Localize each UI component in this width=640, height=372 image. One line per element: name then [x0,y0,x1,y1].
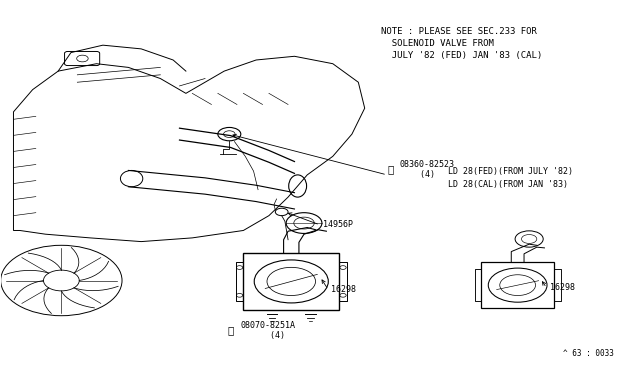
FancyArrowPatch shape [322,280,327,288]
Text: 14956P: 14956P [323,221,353,230]
Bar [243,253,339,310]
FancyArrowPatch shape [543,282,546,286]
Bar [481,262,554,308]
Text: 16298: 16298 [550,283,575,292]
Text: 08070-8251A
      (4): 08070-8251A (4) [240,321,295,340]
Text: Ⓑ: Ⓑ [227,326,234,336]
FancyArrowPatch shape [289,213,317,224]
Text: 16298: 16298 [332,285,356,294]
Text: 08360-82523
    (4): 08360-82523 (4) [400,160,455,179]
Text: LD 28(FED)(FROM JULY '82)
LD 28(CAL)(FROM JAN '83): LD 28(FED)(FROM JULY '82) LD 28(CAL)(FRO… [448,167,573,189]
FancyArrowPatch shape [233,134,385,174]
Text: ^ 63 : 0033: ^ 63 : 0033 [563,349,614,358]
Text: Ⓢ: Ⓢ [387,164,394,174]
Text: NOTE : PLEASE SEE SEC.233 FOR
  SOLENOID VALVE FROM
  JULY '82 (FED) JAN '83 (CA: NOTE : PLEASE SEE SEC.233 FOR SOLENOID V… [381,27,542,60]
